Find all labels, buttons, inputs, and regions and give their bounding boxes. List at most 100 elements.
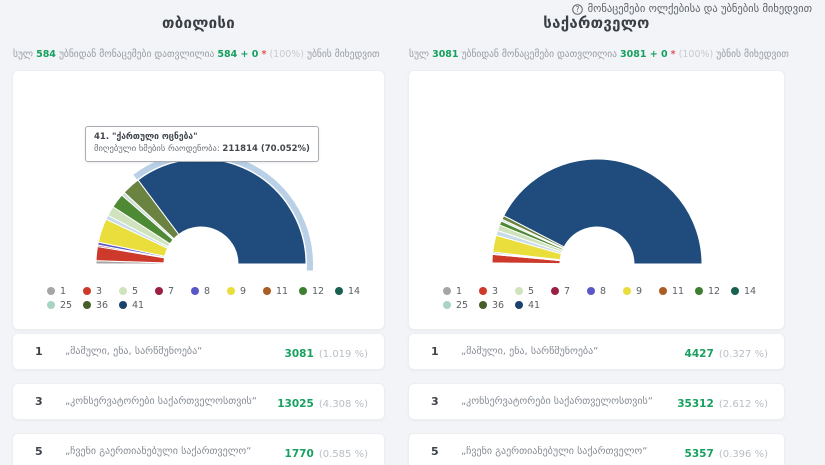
stats-asterisk: * xyxy=(261,49,267,60)
party-number: 5 xyxy=(431,445,439,458)
legend-item-8[interactable]: 8 xyxy=(587,285,623,299)
party-row[interactable]: 1 „მამული, ენა, სარწმუნოება“ 3081 (1.019… xyxy=(12,333,385,370)
chart-segment-party-41[interactable] xyxy=(503,158,703,265)
legend-label: 1 xyxy=(456,286,463,297)
legend-dot-icon xyxy=(119,301,127,309)
party-row[interactable]: 3 „კონსერვატორები საქართველოსთვის“ 35312… xyxy=(408,383,785,420)
legend-item-7[interactable]: 7 xyxy=(551,285,587,299)
legend-item-14[interactable]: 14 xyxy=(731,285,767,299)
stats-mid: უბნიდან მონაცემები დათვლილია xyxy=(461,49,617,60)
legend-item-5[interactable]: 5 xyxy=(515,285,551,299)
party-result: 4427 (0.327 %) xyxy=(685,342,768,361)
party-result: 5357 (0.396 %) xyxy=(685,442,768,461)
party-result: 13025 (4.308 %) xyxy=(277,392,368,411)
legend-label: 5 xyxy=(132,286,139,297)
legend-label: 11 xyxy=(276,286,289,297)
legend-dot-icon xyxy=(515,287,523,295)
stats-total: 3081 xyxy=(432,49,459,60)
legend-item-3[interactable]: 3 xyxy=(83,285,119,299)
legend-item-7[interactable]: 7 xyxy=(155,285,191,299)
legend-dot-icon xyxy=(443,287,451,295)
legend-label: 25 xyxy=(456,300,469,311)
tooltip-value: 211814 (70.052%) xyxy=(222,144,310,155)
legend-dot-icon xyxy=(659,287,667,295)
tooltip-title: 41. "ქართული ოცნება" xyxy=(94,132,198,142)
half-donut-chart-tbilisi[interactable] xyxy=(13,71,386,281)
legend-item-36[interactable]: 36 xyxy=(479,299,515,313)
legend-item-9[interactable]: 9 xyxy=(623,285,659,299)
legend-dot-icon xyxy=(515,301,523,309)
party-row[interactable]: 5 „ჩვენი გაერთიანებული საქართველო“ 5357 … xyxy=(408,433,785,465)
legend-item-3[interactable]: 3 xyxy=(479,285,515,299)
party-name: „ჩვენი გაერთიანებული საქართველო“ xyxy=(65,446,252,457)
info-link[interactable]: ? მონაცემები ოლქებისა და უბნების მიხედვი… xyxy=(571,3,812,15)
legend-item-41[interactable]: 41 xyxy=(119,299,155,313)
party-name: „ჩვენი გაერთიანებული საქართველო“ xyxy=(461,446,648,457)
party-name: „კონსერვატორები საქართველოსთვის“ xyxy=(461,396,653,407)
legend-label: 5 xyxy=(528,286,535,297)
stats-line-georgia: სულ 3081 უბნიდან მონაცემები დათვლილია 30… xyxy=(409,49,824,60)
column-title-georgia: საქართველო xyxy=(543,14,650,32)
party-result: 3081 (1.019 %) xyxy=(285,342,368,361)
party-number: 1 xyxy=(431,345,439,358)
legend-dot-icon xyxy=(83,301,91,309)
stats-suffix: უბნის მიხედვით xyxy=(716,49,789,60)
legend-label: 8 xyxy=(600,286,607,297)
party-row[interactable]: 1 „მამული, ენა, სარწმუნოება“ 4427 (0.327… xyxy=(408,333,785,370)
chart-legend-tbilisi: 1 3 5 7 8 9 11 12 14 25 36 41 xyxy=(47,285,387,313)
legend-item-12[interactable]: 12 xyxy=(299,285,335,299)
legend-label: 7 xyxy=(168,286,175,297)
stats-suffix: უბნის მიხედვით xyxy=(307,49,380,60)
legend-label: 25 xyxy=(60,300,73,311)
legend-label: 36 xyxy=(96,300,109,311)
legend-label: 9 xyxy=(240,286,247,297)
party-votes: 3081 xyxy=(284,348,314,360)
legend-dot-icon xyxy=(587,287,595,295)
party-number: 1 xyxy=(35,345,43,358)
legend-item-1[interactable]: 1 xyxy=(47,285,83,299)
legend-item-11[interactable]: 11 xyxy=(659,285,695,299)
party-percent: (0.396 %) xyxy=(718,449,768,460)
legend-item-14[interactable]: 14 xyxy=(335,285,371,299)
party-percent: (2.612 %) xyxy=(718,399,768,410)
stats-asterisk: * xyxy=(670,49,676,60)
legend-dot-icon xyxy=(119,287,127,295)
half-donut-chart-georgia[interactable] xyxy=(409,71,786,281)
chart-card-georgia: 1 3 5 7 8 9 11 12 14 25 36 41 xyxy=(408,70,785,330)
legend-label: 8 xyxy=(204,286,211,297)
stats-line-tbilisi: სულ 584 უბნიდან მონაცემები დათვლილია 584… xyxy=(13,49,423,60)
legend-item-1[interactable]: 1 xyxy=(443,285,479,299)
legend-item-25[interactable]: 25 xyxy=(443,299,479,313)
party-number: 3 xyxy=(431,395,439,408)
legend-dot-icon xyxy=(731,287,739,295)
legend-dot-icon xyxy=(695,287,703,295)
legend-item-8[interactable]: 8 xyxy=(191,285,227,299)
legend-item-12[interactable]: 12 xyxy=(695,285,731,299)
info-icon: ? xyxy=(571,3,583,15)
column-title-tbilisi: თბილისი xyxy=(162,14,235,32)
legend-item-36[interactable]: 36 xyxy=(83,299,119,313)
legend-item-25[interactable]: 25 xyxy=(47,299,83,313)
legend-item-11[interactable]: 11 xyxy=(263,285,299,299)
stats-counted: 3081 + 0 xyxy=(620,49,668,60)
party-row[interactable]: 3 „კონსერვატორები საქართველოსთვის“ 13025… xyxy=(12,383,385,420)
legend-dot-icon xyxy=(191,287,199,295)
svg-text:?: ? xyxy=(575,5,579,14)
legend-item-41[interactable]: 41 xyxy=(515,299,551,313)
legend-dot-icon xyxy=(623,287,631,295)
party-percent: (1.019 %) xyxy=(318,349,368,360)
chart-tooltip: 41. "ქართული ოცნება" მიღებული ხმების რაო… xyxy=(85,126,319,162)
party-row[interactable]: 5 „ჩვენი გაერთიანებული საქართველო“ 1770 … xyxy=(12,433,385,465)
legend-dot-icon xyxy=(443,301,451,309)
party-result: 35312 (2.612 %) xyxy=(677,392,768,411)
legend-dot-icon xyxy=(263,287,271,295)
party-percent: (4.308 %) xyxy=(318,399,368,410)
chart-legend-georgia: 1 3 5 7 8 9 11 12 14 25 36 41 xyxy=(443,285,783,313)
party-votes: 35312 xyxy=(677,398,714,410)
party-name: „მამული, ენა, სარწმუნოება“ xyxy=(65,346,203,357)
legend-item-9[interactable]: 9 xyxy=(227,285,263,299)
legend-dot-icon xyxy=(551,287,559,295)
party-votes: 4427 xyxy=(684,348,714,360)
legend-item-5[interactable]: 5 xyxy=(119,285,155,299)
